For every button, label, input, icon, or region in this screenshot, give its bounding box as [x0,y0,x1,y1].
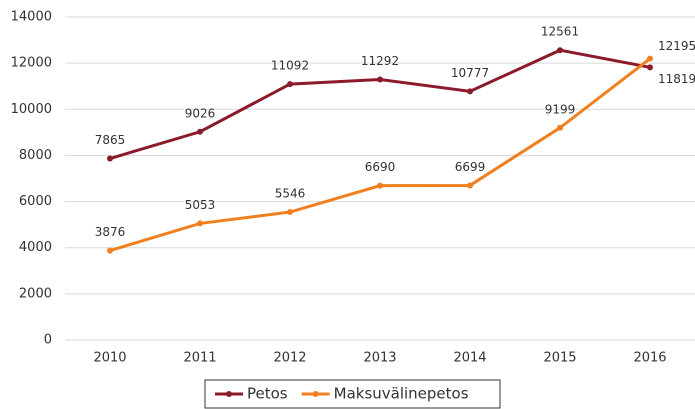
point [107,155,113,162]
point [377,76,383,83]
y-tick-label: 8000 [19,148,52,163]
y-tick-label: 14000 [11,10,52,25]
point [197,220,203,227]
y-tick-label: 0 [44,333,52,348]
point [647,55,653,62]
y-tick-label: 12000 [11,56,52,71]
data-label: 6690 [365,160,396,174]
x-tick-label: 2011 [183,351,216,366]
legend-marker [226,391,232,397]
data-label: 12561 [541,25,579,39]
x-tick-label: 2010 [93,351,126,366]
series-line [109,57,651,253]
x-tick-label: 2014 [453,351,486,366]
legend-box [204,379,501,409]
legend-marker [312,391,319,397]
point [557,124,563,131]
x-tick-label: 2013 [363,351,396,366]
data-label: 11092 [271,59,309,73]
data-label: 5546 [275,187,306,201]
data-label: 9199 [545,102,576,116]
y-tick-label: 2000 [19,286,52,301]
legend-label: Petos [247,385,288,403]
point [377,182,383,189]
data-label: 3876 [95,225,126,239]
data-label: 9026 [185,106,216,120]
point [287,81,293,88]
data-label: 7865 [95,133,126,147]
point [287,209,293,216]
y-tick-label: 6000 [19,194,52,209]
y-tick-label: 10000 [11,102,52,117]
x-tick-label: 2016 [633,351,666,366]
data-label: 12195 [658,39,695,53]
point [467,182,473,189]
point [557,47,563,54]
data-label: 5053 [185,198,216,212]
data-label: 10777 [451,66,489,80]
point [647,64,653,71]
point [197,128,203,135]
x-tick-label: 2012 [273,351,306,366]
data-label: 11292 [361,54,399,68]
point [467,88,473,95]
point [107,247,113,254]
legend-label: Maksuvälinepetos [334,385,469,403]
x-tick-label: 2015 [543,351,576,366]
y-tick-label: 4000 [19,240,52,255]
data-label: 6699 [455,160,486,174]
data-label: 11819 [658,72,695,86]
